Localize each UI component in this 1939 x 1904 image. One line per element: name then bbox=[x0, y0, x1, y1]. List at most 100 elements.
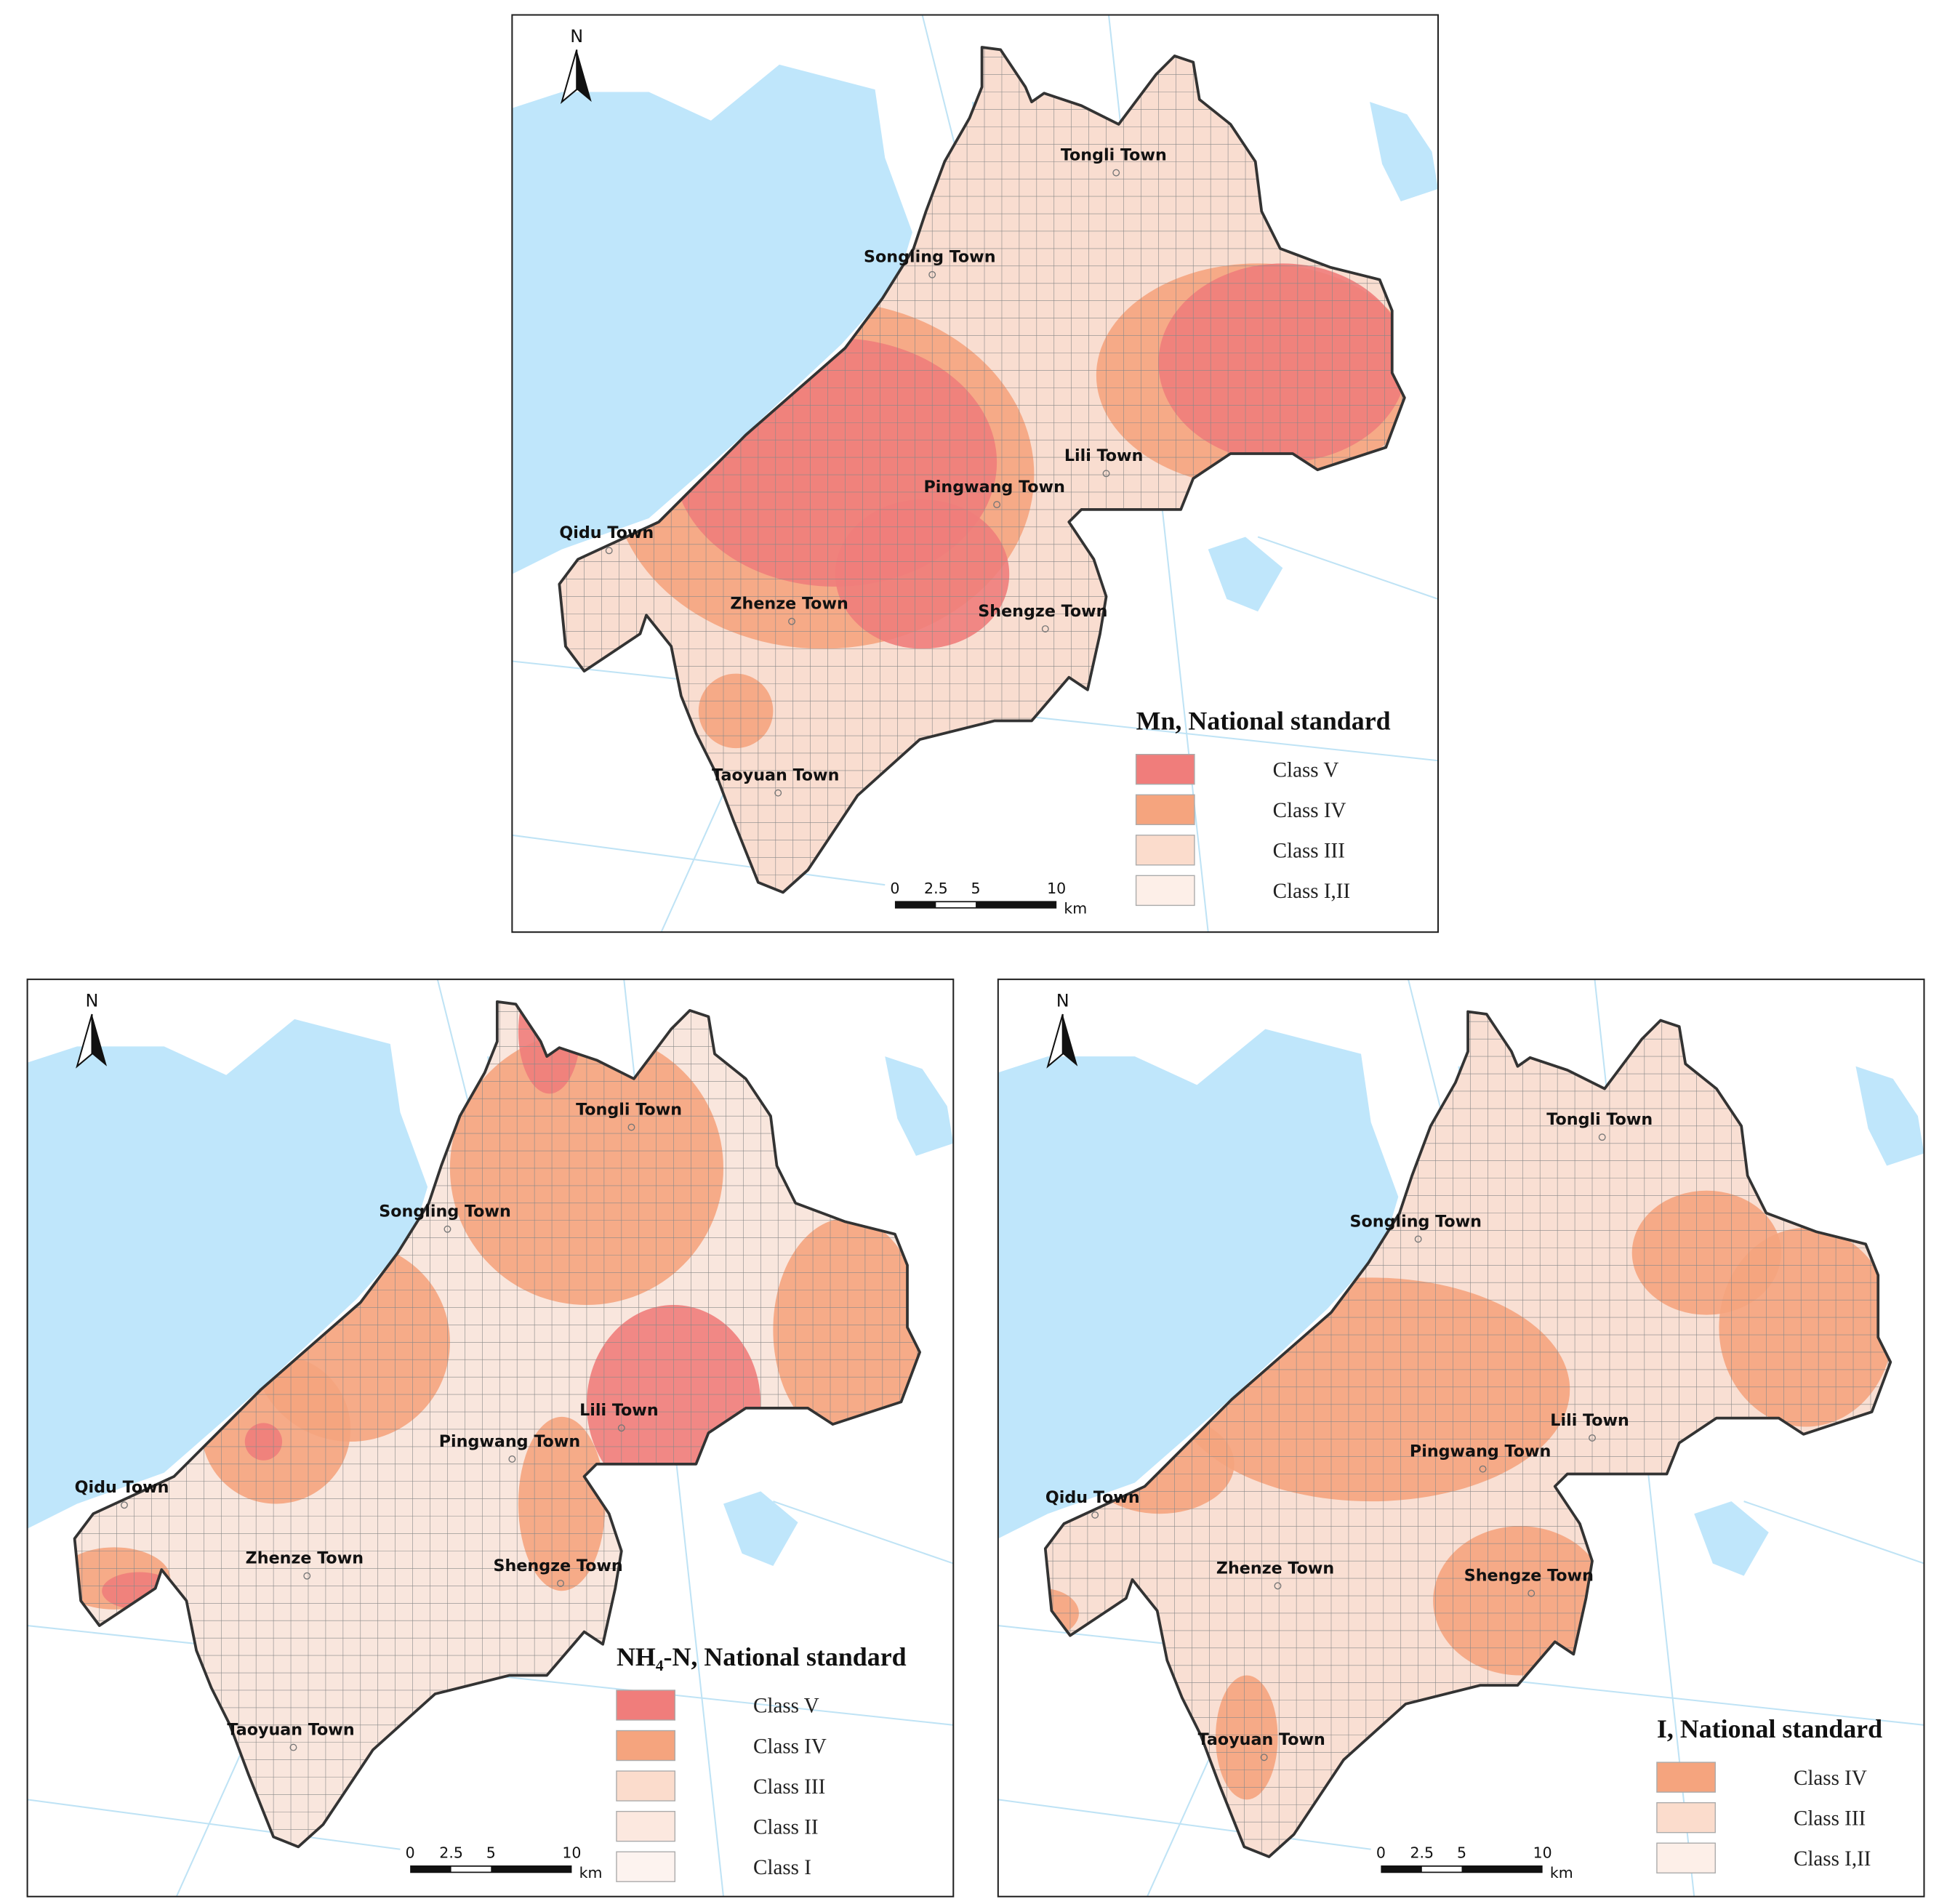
panel-frame bbox=[26, 979, 955, 1897]
north-label: N bbox=[1056, 991, 1069, 1011]
town-label: Tongli Town bbox=[1061, 146, 1167, 165]
town-marker bbox=[788, 617, 795, 625]
legend-swatch bbox=[616, 1770, 676, 1801]
scale-bar-white bbox=[936, 902, 976, 907]
legend-swatch bbox=[1135, 835, 1195, 866]
class-area bbox=[698, 673, 774, 749]
town-marker bbox=[1274, 1582, 1282, 1590]
north-arrow bbox=[1062, 1013, 1078, 1067]
road bbox=[1407, 979, 1447, 1129]
town-label: Taoyuan Town bbox=[227, 1721, 354, 1740]
town-marker bbox=[508, 1455, 516, 1463]
legend-label: Class V bbox=[753, 1695, 819, 1718]
lake bbox=[1208, 537, 1283, 612]
road bbox=[997, 1799, 1371, 1850]
scale-bar-white bbox=[451, 1866, 491, 1872]
town-label: Taoyuan Town bbox=[712, 766, 839, 785]
town-label: Lili Town bbox=[1550, 1411, 1629, 1430]
legend-swatch bbox=[1656, 1801, 1716, 1833]
legend-swatch bbox=[1135, 794, 1195, 825]
town-label: Shengze Town bbox=[1464, 1567, 1594, 1586]
legend-title: Mn, National standard bbox=[1136, 706, 1391, 735]
town-marker bbox=[1527, 1589, 1535, 1597]
north-label: N bbox=[86, 991, 99, 1011]
district-boundary bbox=[1043, 1010, 1892, 1858]
town-label: Taoyuan Town bbox=[1198, 1730, 1325, 1749]
road bbox=[773, 1501, 954, 1564]
scale-label: 2.5 bbox=[1410, 1844, 1434, 1862]
scale-label: 10 bbox=[1533, 1844, 1552, 1862]
town-label: Lili Town bbox=[1064, 446, 1144, 465]
town-marker bbox=[1041, 625, 1049, 632]
town-marker bbox=[1598, 1133, 1606, 1141]
scale-label: 0 bbox=[1376, 1844, 1386, 1862]
town-marker bbox=[1260, 1754, 1268, 1762]
town-label: Pingwang Town bbox=[1410, 1442, 1551, 1461]
legend-label: Class V bbox=[1273, 758, 1339, 782]
town-marker bbox=[1479, 1465, 1487, 1473]
scale-label: 0 bbox=[890, 880, 899, 897]
town-label: Qidu Town bbox=[1045, 1488, 1140, 1507]
road bbox=[1743, 1501, 1924, 1564]
town-label: Zhenze Town bbox=[730, 595, 848, 614]
legend-swatch bbox=[616, 1730, 676, 1762]
scale-unit: km bbox=[579, 1864, 603, 1881]
legend-label: Class I,II bbox=[1794, 1847, 1871, 1871]
town-marker bbox=[557, 1579, 564, 1587]
scale-label: 5 bbox=[971, 880, 981, 897]
town-marker bbox=[1414, 1235, 1422, 1243]
class-area bbox=[244, 1423, 283, 1461]
class-area bbox=[1719, 1228, 1891, 1427]
town-label: Qidu Town bbox=[75, 1478, 169, 1497]
legend-swatch bbox=[1656, 1762, 1716, 1793]
scale-label: 10 bbox=[562, 1844, 581, 1862]
scale-bar bbox=[1381, 1865, 1543, 1873]
map-body: Tongli Town Songling Town Lili Town Pingwan… bbox=[997, 979, 1924, 1897]
town-label: Songling Town bbox=[1349, 1212, 1482, 1231]
legend-swatch bbox=[616, 1810, 676, 1842]
legend-label: Class I bbox=[753, 1856, 811, 1879]
legend-title: NH₄-N, National standard bbox=[617, 1642, 907, 1671]
town-label: Tongli Town bbox=[576, 1100, 682, 1119]
panel-frame bbox=[997, 979, 1925, 1897]
lake bbox=[1369, 102, 1439, 201]
class-area bbox=[518, 1416, 606, 1591]
class-area bbox=[835, 499, 1010, 649]
legend-label: Class III bbox=[1273, 840, 1345, 863]
legend-swatch bbox=[1656, 1842, 1716, 1873]
legend-swatch bbox=[1135, 875, 1195, 907]
lake bbox=[1694, 1501, 1769, 1576]
district-boundary bbox=[558, 46, 1406, 894]
lake bbox=[512, 64, 912, 574]
town-marker bbox=[289, 1743, 297, 1751]
town-label: Tongli Town bbox=[1546, 1110, 1653, 1129]
town-label: Shengze Town bbox=[494, 1556, 623, 1575]
scale-unit: km bbox=[1550, 1864, 1573, 1881]
town-label: Zhenze Town bbox=[246, 1549, 364, 1568]
district-boundary bbox=[73, 1000, 921, 1849]
north-arrow bbox=[92, 1013, 108, 1067]
town-marker bbox=[993, 501, 1001, 509]
town-marker bbox=[928, 270, 936, 278]
town-marker bbox=[1112, 169, 1120, 177]
town-marker bbox=[1589, 1434, 1596, 1442]
class-area bbox=[1158, 263, 1405, 462]
lake bbox=[723, 1491, 798, 1567]
scale-bar-white bbox=[1421, 1866, 1462, 1872]
town-label: Shengze Town bbox=[978, 602, 1107, 621]
scale-label: 10 bbox=[1047, 880, 1066, 897]
town-label: Lili Town bbox=[579, 1401, 659, 1420]
town-label: Zhenze Town bbox=[1216, 1559, 1334, 1578]
town-marker bbox=[1091, 1511, 1099, 1519]
town-marker bbox=[1102, 470, 1110, 478]
lake bbox=[997, 1029, 1399, 1539]
class-area bbox=[1433, 1526, 1607, 1676]
legend-swatch bbox=[616, 1690, 676, 1721]
town-marker bbox=[121, 1501, 128, 1509]
